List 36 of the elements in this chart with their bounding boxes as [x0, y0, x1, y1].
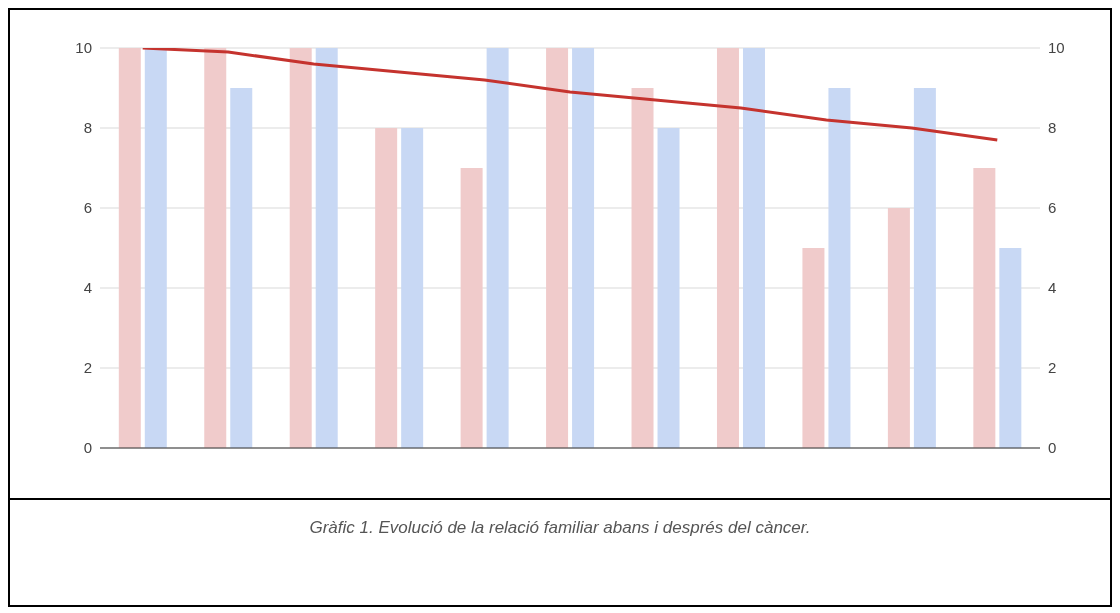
bar [828, 88, 851, 448]
bar [204, 48, 227, 448]
text: Gràfic 1. Evolució de la relació familiar abans i després del càncer. [309, 518, 811, 538]
bar [657, 128, 680, 448]
bar [802, 248, 825, 448]
y2-tick-label: 2 [1048, 359, 1057, 377]
bar [460, 168, 483, 448]
y-tick-label: 2 [83, 359, 92, 377]
y2-tick-label: 10 [1048, 39, 1065, 57]
y-tick-label: 6 [83, 199, 92, 217]
bar [887, 208, 910, 448]
y2-tick-label: 6 [1048, 199, 1057, 217]
y-tick-label: 4 [83, 279, 92, 297]
bar [118, 48, 141, 448]
y-tick-label: 8 [83, 119, 92, 137]
bar [716, 48, 739, 448]
bar [230, 88, 253, 448]
bar [913, 88, 936, 448]
y2-tick-label: 4 [1048, 279, 1057, 297]
y-tick-label: 0 [83, 439, 92, 457]
bar [546, 48, 569, 448]
bar [486, 48, 509, 448]
bar [999, 248, 1022, 448]
bar [375, 128, 398, 448]
bar [315, 48, 338, 448]
y2-tick-label: 0 [1048, 439, 1057, 457]
bar [572, 48, 595, 448]
bar [742, 48, 765, 448]
bar [289, 48, 312, 448]
bar [144, 48, 167, 448]
y-tick-label: 10 [75, 39, 92, 57]
line-series [141, 48, 999, 142]
bar [401, 128, 424, 448]
y2-tick-label: 8 [1048, 119, 1057, 137]
bar [973, 168, 996, 448]
bar [631, 88, 654, 448]
